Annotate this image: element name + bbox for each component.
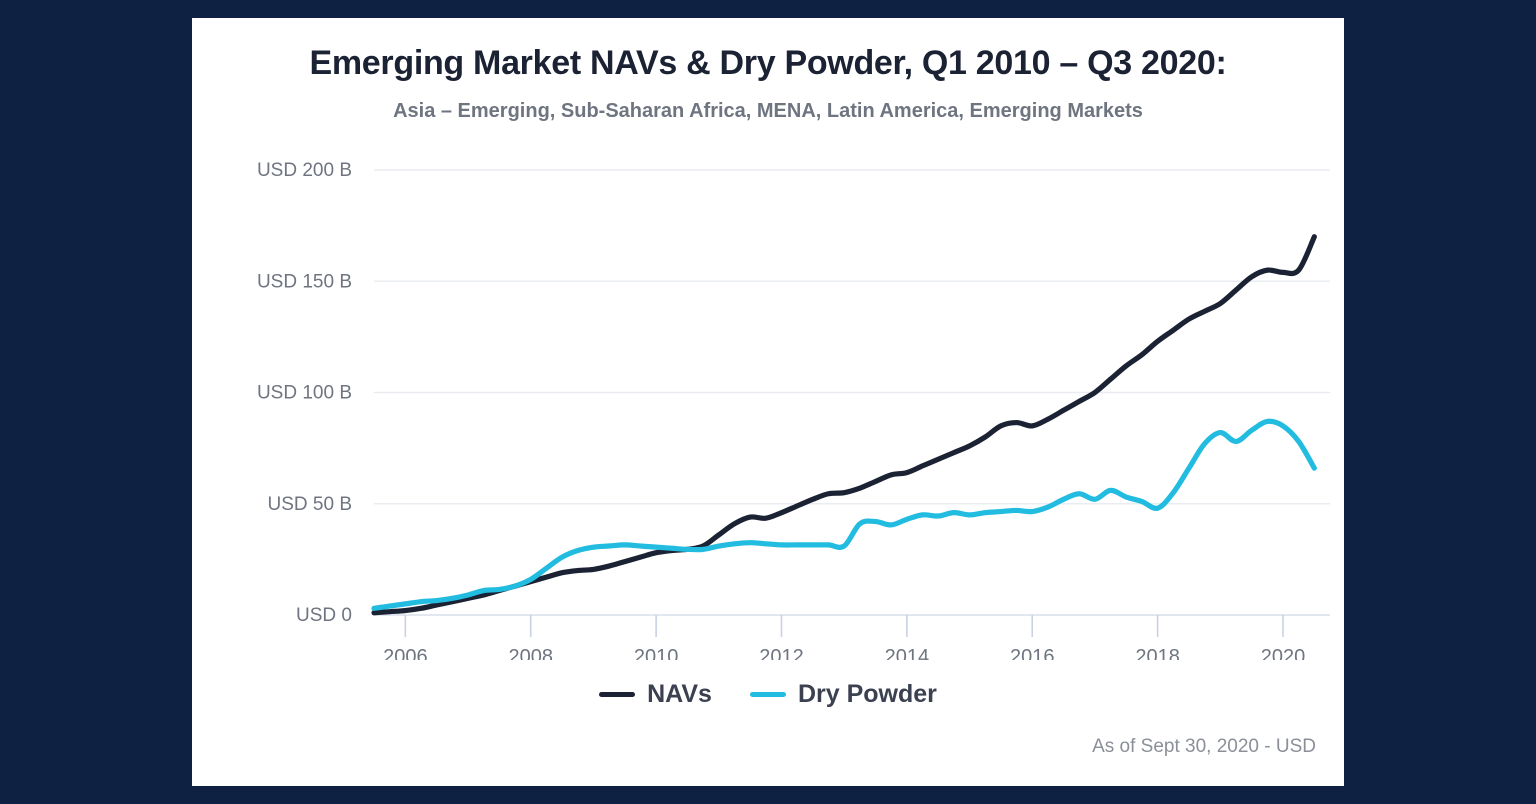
chart-footnote: As of Sept 30, 2020 - USD — [1092, 736, 1316, 757]
legend-item-dry-powder[interactable]: Dry Powder — [749, 680, 937, 709]
y-axis-tick-label: USD 200 B — [257, 160, 352, 181]
x-tickmarks-group — [404, 615, 1284, 637]
gridlines-group — [374, 169, 1330, 616]
chart-card: Emerging Market NAVs & Dry Powder, Q1 20… — [192, 18, 1344, 786]
legend-label-navs: NAVs — [647, 680, 712, 708]
x-axis-labels-group: 2006 2008 2010 2012 2014 2016 2018 2020 — [383, 646, 1305, 660]
legend-label-dry-powder: Dry Powder — [797, 680, 937, 708]
y-axis-tick-label: USD 50 B — [268, 494, 352, 515]
line-chart-svg: USD 0 USD 50 B USD 100 B USD 150 B USD 200 B… — [257, 160, 1330, 660]
chart-title: Emerging Market NAVs & Dry Powder, Q1 20… — [309, 44, 1227, 82]
y-axis-tick-label: USD 0 — [296, 605, 352, 626]
series-line-dry-powder — [371, 418, 1317, 611]
x-axis-tick-label: 2006 — [383, 646, 428, 660]
x-axis-tick-label: 2010 — [634, 646, 679, 660]
y-axis-tick-label: USD 100 B — [257, 383, 352, 404]
x-axis-tick-label: 2018 — [1135, 646, 1180, 660]
series-line-navs — [371, 234, 1317, 616]
legend-item-navs[interactable]: NAVs — [599, 680, 712, 709]
y-axis-labels-group: USD 0 USD 50 B USD 100 B USD 150 B USD 200 B — [257, 160, 352, 626]
legend-swatch-navs — [599, 692, 636, 697]
plot-area: USD 0 USD 50 B USD 100 B USD 150 B USD 200 B… — [192, 130, 1344, 660]
legend-swatch-dry-powder — [749, 692, 786, 697]
chart-subtitle: Asia – Emerging, Sub-Saharan Africa, MEN… — [393, 100, 1143, 122]
x-axis-tick-label: 2008 — [508, 646, 553, 660]
x-axis-tick-label: 2020 — [1261, 646, 1306, 660]
y-axis-tick-label: USD 150 B — [257, 271, 352, 292]
x-axis-tick-label: 2012 — [759, 646, 804, 660]
x-axis-tick-label: 2014 — [885, 646, 930, 660]
x-axis-tick-label: 2016 — [1010, 646, 1055, 660]
data-series-group — [371, 234, 1317, 616]
chart-legend: NAVs Dry Powder — [192, 680, 1344, 709]
